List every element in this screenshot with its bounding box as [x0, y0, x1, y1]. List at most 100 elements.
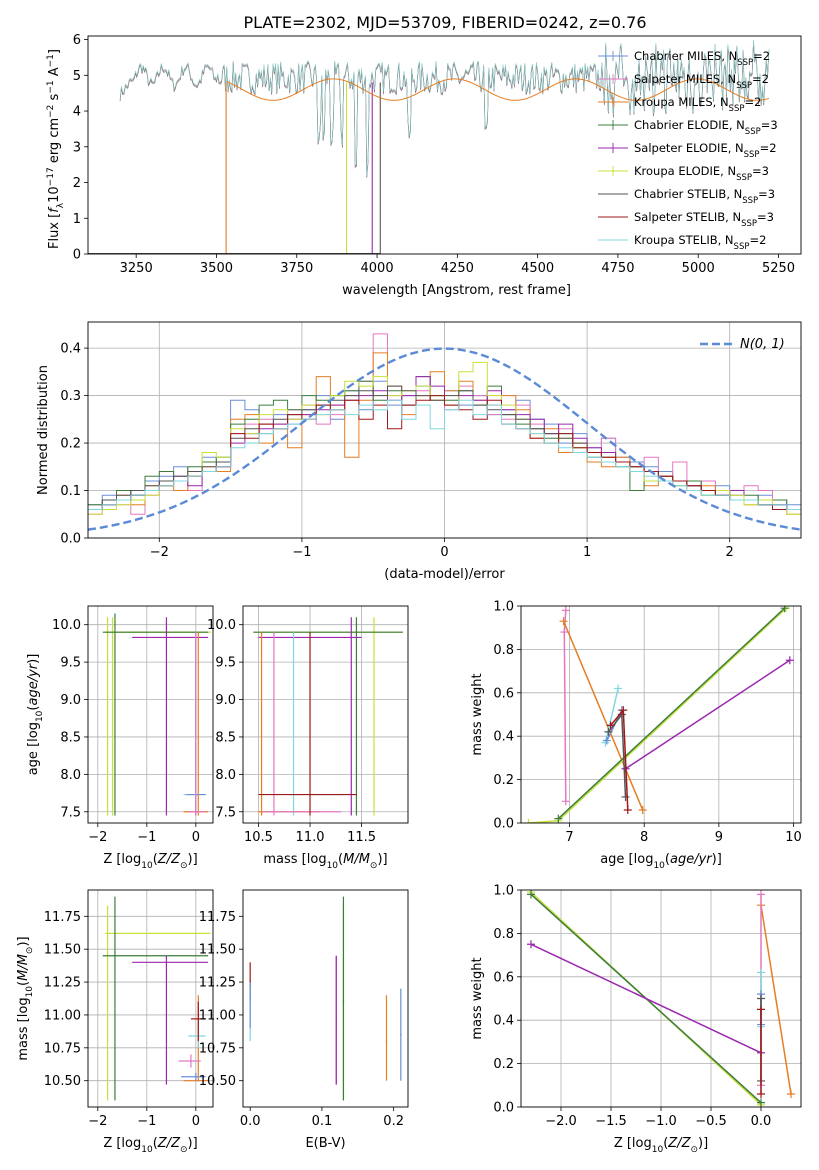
y-tick-label: 8.0	[60, 768, 81, 783]
label-part: (	[26, 706, 41, 711]
legend-label-tail: =2	[744, 95, 761, 109]
label-part: −1	[46, 54, 56, 67]
x-axis-label: Z [log10(Z/Z⊙)]	[103, 1136, 197, 1155]
legend-label-main: Kroupa MILES, N	[634, 95, 729, 109]
x-tick-label: 3750	[280, 261, 313, 276]
label-part: 10	[652, 1145, 664, 1155]
y-tick-label: 11.75	[199, 910, 236, 925]
data-point	[197, 1079, 200, 1082]
y-tick-label: 8.5	[215, 730, 236, 745]
y-tick-label: 2	[73, 176, 81, 191]
label-part: ]	[47, 49, 62, 54]
legend-label-tail: =3	[752, 164, 769, 178]
label-part: Z/Z	[157, 1136, 181, 1151]
label-part: erg cm	[47, 118, 62, 167]
y-tick-label: 0.2	[493, 1057, 514, 1072]
y-tick-label: 0.1	[60, 484, 81, 499]
weight-line	[528, 607, 787, 823]
x-axis-label: mass [log10(M/M⊙)]	[263, 852, 387, 871]
y-tick-label: 9.0	[60, 693, 81, 708]
y-tick-label: 6	[73, 33, 81, 48]
label-part: M/M	[343, 852, 370, 867]
plot-area	[88, 40, 770, 254]
legend-label-tail: =3	[761, 118, 778, 132]
y-axis-label: Flux [fλ10−17 erg cm−2 s−1 A−1]	[46, 49, 66, 249]
y-tick-label: 4	[73, 105, 81, 120]
data-point	[195, 810, 197, 813]
label-part: mass [log	[16, 997, 31, 1060]
label-part: ⊙	[180, 861, 188, 871]
x-tick-label: −2	[88, 830, 107, 845]
x-tick-label: 2	[726, 545, 734, 560]
y-tick-label: 7.5	[60, 805, 81, 820]
plus-marker	[554, 814, 563, 823]
data-point	[190, 1060, 192, 1062]
axes-frame	[242, 605, 409, 824]
y-tick-label: 3	[73, 140, 81, 155]
y-axis-label: mass weight	[470, 957, 485, 1039]
plus-marker	[621, 792, 630, 801]
plot-area	[521, 890, 801, 1107]
label-part: λ	[56, 202, 66, 208]
x-tick-label: 1	[583, 545, 591, 560]
y-axis-label: age [log10(age/yr)]	[26, 654, 45, 776]
plot-area	[249, 896, 402, 1101]
data-point	[165, 636, 168, 639]
y-tick-label: 0.2	[493, 773, 514, 788]
legend-label-sub: SSP	[729, 104, 745, 114]
x-tick-label: 9	[715, 830, 723, 845]
x-tick-label: 0.2	[383, 1114, 404, 1129]
data-point	[260, 810, 263, 813]
x-tick-label: 0	[440, 545, 448, 560]
x-axis-label: age [log10(age/yr)]	[600, 852, 722, 871]
y-tick-label: 10.75	[44, 1041, 81, 1056]
label-part: 10	[653, 861, 665, 871]
label-part: Z [log	[103, 1136, 141, 1151]
y-tick-label: 9.0	[215, 693, 236, 708]
y-tick-label: 10.50	[44, 1074, 81, 1089]
legend-label-sub: SSP	[736, 173, 752, 183]
x-tick-label: 3500	[200, 261, 233, 276]
plus-marker	[757, 994, 765, 1003]
weight-line	[530, 943, 762, 1054]
x-tick-label: 0.0	[751, 1114, 772, 1129]
x-tick-label: 10	[785, 830, 802, 845]
legend-label: Salpeter MILES, NSSP=2	[634, 72, 769, 91]
data-point	[114, 631, 116, 633]
label-part: )]	[698, 1136, 708, 1151]
y-tick-label: 8.5	[60, 730, 81, 745]
data-point	[165, 961, 168, 964]
legend-label-tail: =3	[758, 187, 775, 201]
plus-marker	[559, 617, 568, 626]
y-axis-label: mass [log10(M/M⊙)]	[16, 936, 35, 1060]
plot-area	[88, 890, 213, 1107]
legend-label-sub: SSP	[742, 196, 758, 206]
label-part: (	[16, 981, 31, 986]
legend-label-sub: SSP	[745, 127, 761, 137]
legend-label: Kroupa ELODIE, NSSP=3	[634, 164, 769, 183]
label-part: age/yr	[670, 852, 713, 867]
gaussian-curve	[88, 347, 801, 531]
axes-frame	[87, 889, 214, 1108]
x-tick-label: −2.0	[545, 1114, 577, 1129]
y-tick-label: 8.0	[215, 768, 236, 783]
x-tick-label: −2	[88, 1114, 107, 1129]
x-tick-label: −1	[292, 545, 311, 560]
y-tick-label: 11.50	[44, 943, 81, 958]
y-tick-label: 0.4	[60, 342, 81, 357]
axes-frame	[520, 605, 802, 824]
plus-marker	[524, 819, 533, 823]
plus-marker	[527, 890, 535, 899]
x-tick-label: 0	[192, 1114, 200, 1129]
label-part: ⊙	[25, 947, 35, 955]
plus-marker	[757, 890, 765, 899]
label-part: age/yr	[26, 662, 41, 705]
axes-frame	[87, 321, 802, 539]
y-tick-label: 11.25	[199, 976, 236, 991]
label-part: )]	[16, 936, 31, 946]
plus-marker	[601, 738, 610, 747]
label-part: ⊙	[370, 861, 378, 871]
legend-label-sub: SSP	[736, 81, 752, 91]
data-point	[400, 1033, 402, 1036]
